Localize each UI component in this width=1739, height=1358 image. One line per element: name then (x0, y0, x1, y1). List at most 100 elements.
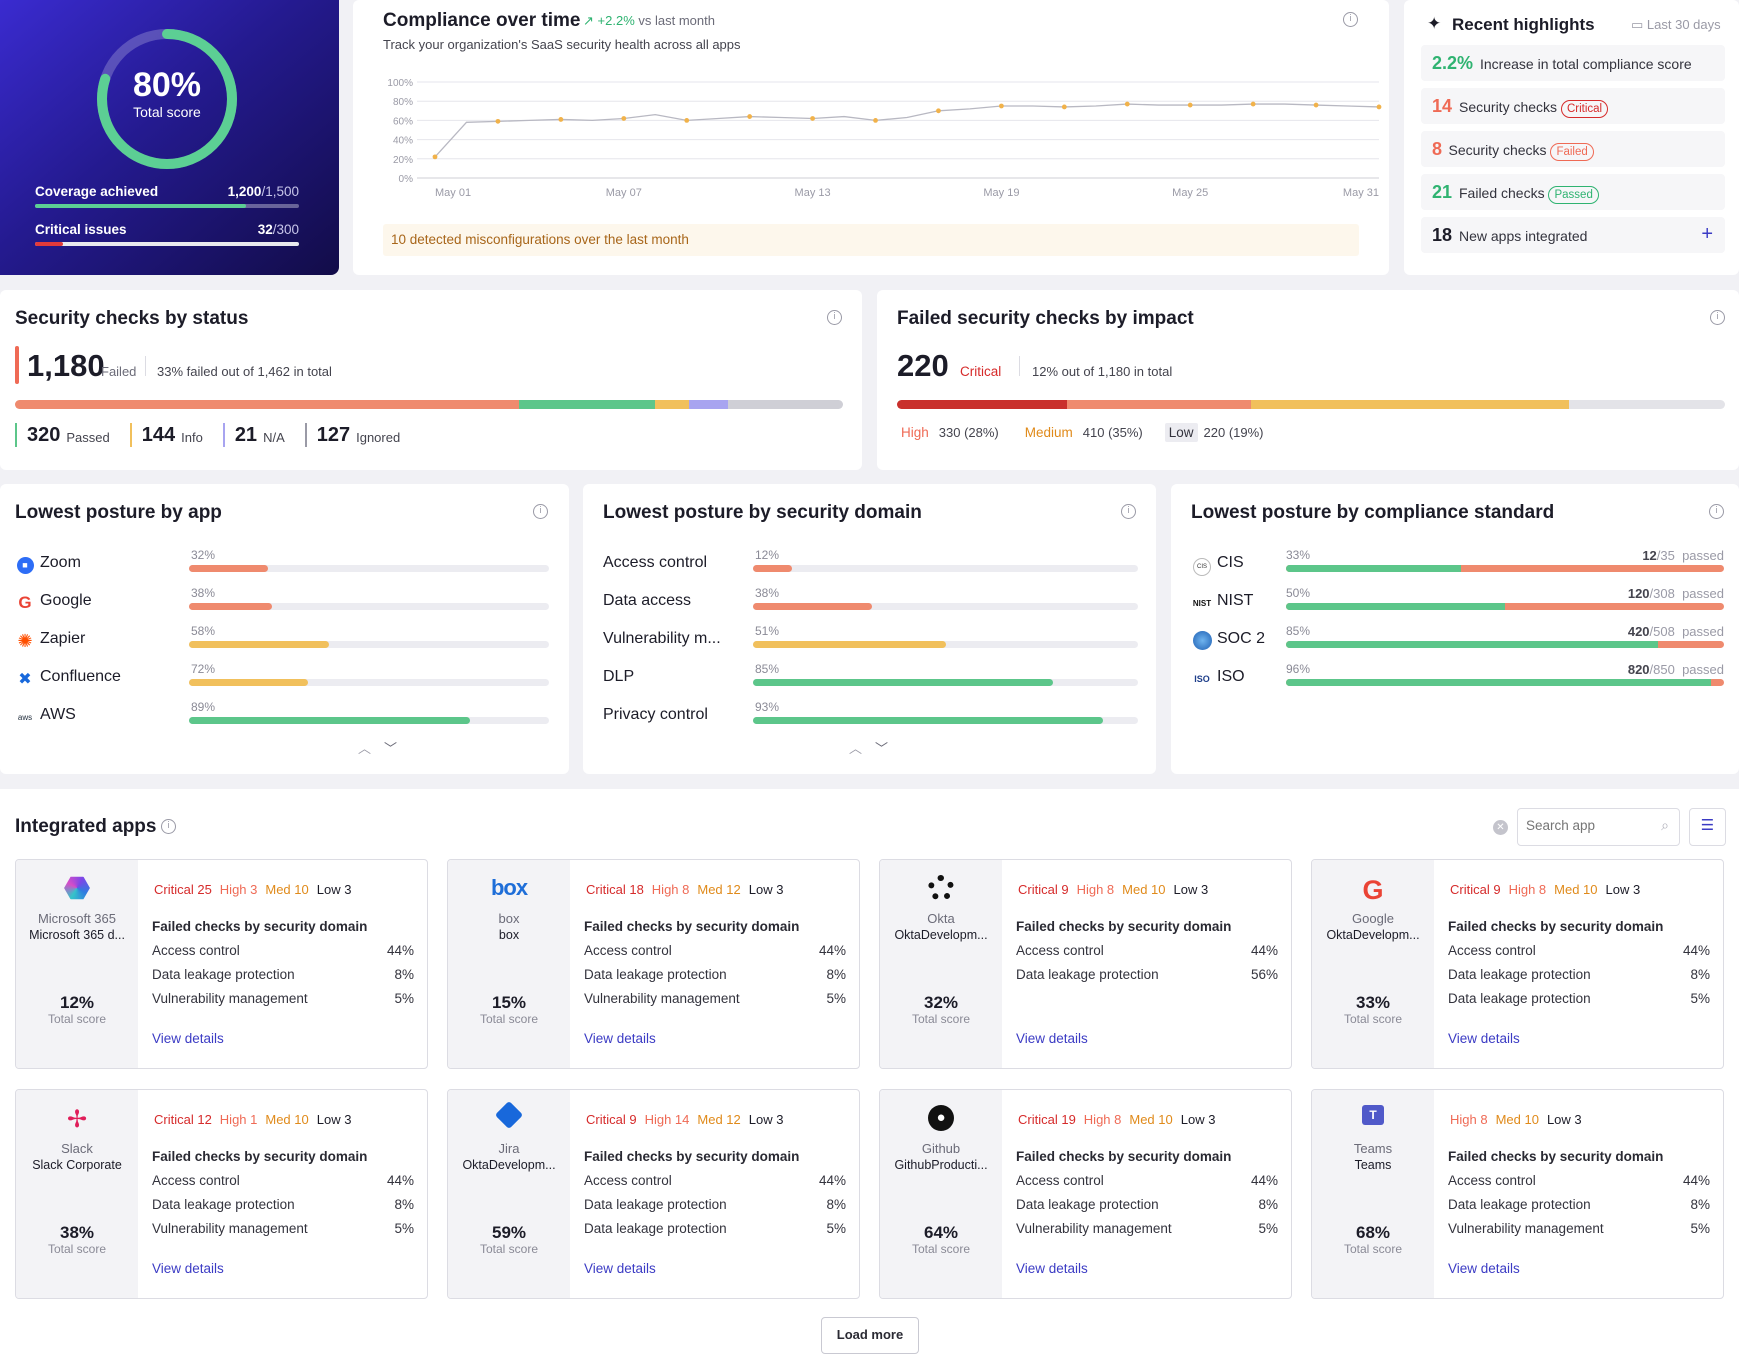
posture-item-percent: 38% (755, 586, 780, 600)
posture-item-label[interactable]: Data access (603, 592, 692, 609)
highlight-item[interactable]: 8 Security checks Failed (1421, 131, 1725, 167)
integrated-app-card[interactable]: Jira OktaDevelopm... 59% Total score Critica… (447, 1089, 860, 1299)
highlight-item[interactable]: 18 New apps integrated + (1421, 217, 1725, 253)
y-tick-label: 40% (393, 136, 413, 147)
compliance-point[interactable] (1250, 101, 1256, 107)
integrated-app-card[interactable]: Okta OktaDevelopm... 32% Total score Critica… (879, 859, 1292, 1069)
compliance-point[interactable] (1124, 101, 1130, 107)
compliance-point[interactable] (873, 118, 878, 123)
posture-item-percent: 89% (191, 700, 216, 714)
info-icon[interactable]: i (161, 819, 176, 834)
domain-row: Access control 44% (152, 943, 414, 958)
chevron-up-icon[interactable]: ︿ (849, 741, 863, 756)
info-icon[interactable]: i (1121, 504, 1136, 519)
standard-label[interactable]: ISO (1217, 668, 1245, 685)
info-icon[interactable]: i (533, 504, 548, 519)
bar-segment[interactable] (689, 400, 728, 409)
integrated-app-card[interactable]: ✢ Slack Slack Corporate 38% Total score Criti… (15, 1089, 428, 1299)
compliance-point[interactable] (495, 118, 501, 124)
integrated-app-card[interactable]: Microsoft 365 Microsoft 365 d... 12% Total … (15, 859, 428, 1069)
domain-row: Data leakage protection 8% (584, 967, 846, 982)
highlights-range[interactable]: ▭ Last 30 days (1631, 17, 1721, 32)
highlight-item[interactable]: 14 Security checks Critical (1421, 88, 1725, 124)
total-score-ring (97, 29, 237, 169)
view-details-link[interactable]: View details (1448, 1261, 1520, 1276)
integrated-app-card[interactable]: G Google OktaDevelopm... 33% Total score Crit… (1311, 859, 1724, 1069)
posture-item-bar (189, 717, 549, 724)
view-details-link[interactable]: View details (1448, 1031, 1520, 1046)
posture-item-label[interactable]: DLP (603, 668, 635, 685)
view-details-link[interactable]: View details (1016, 1261, 1088, 1276)
search-app-box[interactable]: ⌕ (1517, 808, 1680, 846)
standard-label[interactable]: NIST (1217, 592, 1254, 609)
highlight-item[interactable]: 2.2% Increase in total compliance score (1421, 45, 1725, 81)
okta-icon (880, 875, 1002, 909)
compliance-point[interactable] (621, 116, 627, 121)
standard-label[interactable]: CIS (1217, 554, 1244, 571)
standard-passed: 420/508 passed (1627, 624, 1724, 639)
app-org: GithubProducti... (894, 1158, 988, 1172)
integrated-app-card[interactable]: T Teams Teams 68% Total score High 8 Med 10 Low… (1311, 1089, 1724, 1299)
integrated-app-card[interactable]: box box box 15% Total score Critical 18 High 8… (447, 859, 860, 1069)
posture-item-label[interactable]: Vulnerability m... (603, 630, 721, 647)
bar-segment[interactable] (1568, 400, 1725, 409)
compliance-point[interactable] (1061, 104, 1067, 110)
view-details-link[interactable]: View details (584, 1031, 656, 1046)
app-name: Google (1352, 911, 1394, 926)
chevron-up-icon[interactable]: ︿ (358, 741, 372, 756)
view-details-link[interactable]: View details (152, 1261, 224, 1276)
highlight-item[interactable]: 21 Failed checks Passed (1421, 174, 1725, 210)
plus-icon[interactable]: + (1701, 223, 1713, 245)
info-icon[interactable]: i (1710, 310, 1725, 325)
trend-up-icon: ↗ (583, 13, 594, 28)
compliance-point[interactable] (1313, 102, 1319, 108)
posture-item-label[interactable]: Google (40, 592, 92, 609)
impact-title: Failed security checks by impact (897, 308, 1194, 329)
chevron-down-icon[interactable]: ﹀ (384, 741, 398, 756)
info-icon[interactable]: i (1709, 504, 1724, 519)
view-details-link[interactable]: View details (152, 1031, 224, 1046)
info-icon[interactable]: i (827, 310, 842, 325)
compliance-point[interactable] (558, 117, 564, 122)
posture-item-label[interactable]: Privacy control (603, 706, 708, 723)
bar-segment[interactable] (727, 400, 843, 409)
posture-item-label[interactable]: AWS (40, 706, 76, 723)
list-view-icon[interactable]: ☰ (1689, 808, 1726, 846)
posture-item-label[interactable]: Confluence (40, 668, 121, 685)
app-name: box (498, 911, 520, 926)
compliance-point[interactable] (432, 154, 438, 160)
compliance-point[interactable] (684, 118, 690, 123)
compliance-point[interactable] (810, 116, 815, 121)
search-app-input[interactable] (1526, 818, 1646, 833)
integrated-app-card[interactable]: ● Github GithubProducti... 64% Total score Cr… (879, 1089, 1292, 1299)
info-icon[interactable]: i (1343, 12, 1358, 27)
bar-segment[interactable] (1251, 400, 1569, 409)
app-org: box (498, 928, 520, 942)
view-details-link[interactable]: View details (584, 1261, 656, 1276)
posture-item-bar (753, 641, 1138, 648)
teams-icon: T (1312, 1105, 1434, 1139)
compliance-point[interactable] (1187, 102, 1193, 108)
view-details-link[interactable]: View details (1016, 1031, 1088, 1046)
bar-segment[interactable] (518, 400, 656, 409)
clear-search-icon[interactable]: ✕ (1493, 820, 1508, 835)
highlight-badge: Critical (1560, 100, 1609, 118)
compliance-point[interactable] (936, 108, 941, 114)
posture-item-label[interactable]: Access control (603, 554, 708, 571)
y-tick-label: 0% (399, 174, 414, 185)
standard-label[interactable]: SOC 2 (1217, 630, 1266, 647)
bar-segment[interactable] (897, 400, 1068, 409)
chevron-down-icon[interactable]: ﹀ (875, 741, 889, 756)
compliance-point[interactable] (747, 114, 753, 119)
posture-item-label[interactable]: Zoom (40, 554, 81, 571)
compliance-point[interactable] (999, 103, 1004, 109)
posture-item-label[interactable]: Zapier (40, 630, 86, 647)
impact-legend-item: Low 220 (19%) (1164, 423, 1264, 442)
compliance-point[interactable] (1376, 104, 1382, 110)
load-more-button[interactable]: Load more (821, 1317, 919, 1354)
zoom-icon: ■ (15, 555, 35, 574)
bar-segment[interactable] (15, 400, 519, 409)
critical-count: 220 (897, 348, 949, 383)
bar-segment[interactable] (655, 400, 690, 409)
bar-segment[interactable] (1067, 400, 1252, 409)
